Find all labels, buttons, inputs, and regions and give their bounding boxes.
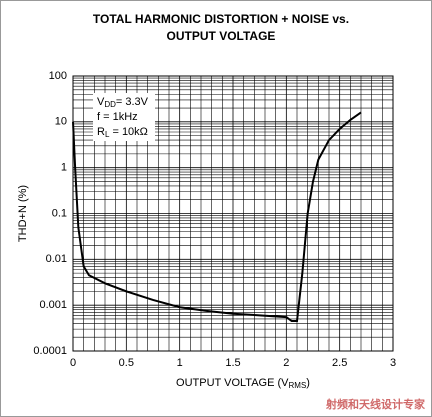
annotation: VDD= 3.3V <box>97 96 149 109</box>
y-tick-label: 0.1 <box>52 207 67 219</box>
chart-title: TOTAL HARMONIC DISTORTION + NOISE vs. OU… <box>92 12 350 43</box>
annotation-part: = 10kΩ <box>109 126 148 138</box>
annotation-part: V <box>97 96 105 108</box>
annotation-part: DD <box>104 100 116 109</box>
annotation-box <box>93 93 155 141</box>
x-tick-label: 3 <box>390 357 396 369</box>
x-axis-label: OUTPUT VOLTAGE (VRMS) <box>176 377 310 390</box>
annotation: RL = 10kΩ <box>97 126 148 139</box>
data-line <box>72 111 362 323</box>
y-tick-label: 10 <box>55 116 67 128</box>
plot-frame <box>72 75 394 352</box>
annotation-part: = 3.3V <box>116 96 149 108</box>
x-tick-label: 0.5 <box>119 357 134 369</box>
x-axis-label-part: OUTPUT VOLTAGE (V <box>176 377 289 389</box>
y-tick-label: 0.0001 <box>33 345 67 357</box>
x-axis-label-part: ) <box>306 377 310 389</box>
annotation: f = 1kHz <box>97 111 138 123</box>
x-tick-label: 1.5 <box>225 357 240 369</box>
y-axis-label: THD+N (%) <box>17 185 29 242</box>
watermark: 射频和天线设计专家 <box>325 397 426 411</box>
annotation-part: R <box>97 126 105 138</box>
y-tick-label: 0.001 <box>39 299 67 311</box>
y-tick-label: 1 <box>61 162 67 174</box>
annotation-part: L <box>105 130 110 139</box>
y-tick-label: 100 <box>49 70 67 82</box>
x-tick-label: 2.5 <box>332 357 347 369</box>
annotation-part: f = 1kHz <box>97 111 138 123</box>
x-axis-label-part: RMS <box>289 381 307 390</box>
x-tick-label: 0 <box>70 357 76 369</box>
x-tick-label: 2 <box>283 357 289 369</box>
y-tick-label: 0.01 <box>46 253 67 265</box>
x-tick-label: 1 <box>177 357 183 369</box>
